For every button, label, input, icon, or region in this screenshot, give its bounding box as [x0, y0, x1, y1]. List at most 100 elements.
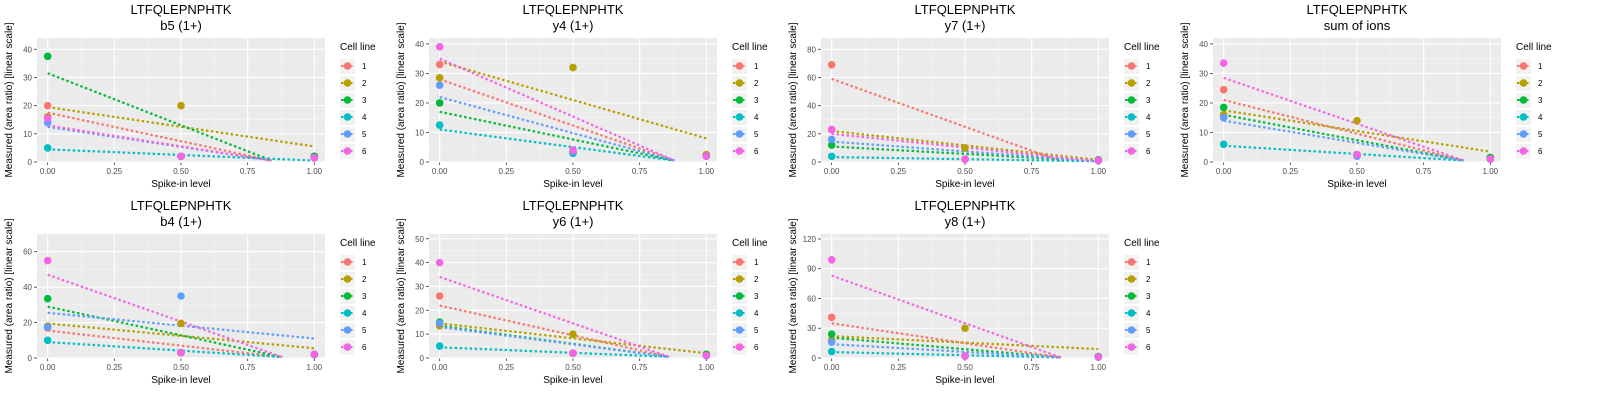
- data-point-5: [1219, 113, 1228, 122]
- x-tick-label: 0.00: [40, 167, 56, 176]
- y-tick-label: 0: [812, 158, 817, 167]
- y-tick-label: 20: [23, 319, 32, 328]
- legend-dot: [1127, 130, 1136, 138]
- legend-label: 3: [362, 292, 367, 301]
- x-tick-label: 1.00: [307, 363, 323, 372]
- legend-dot: [343, 96, 352, 104]
- legend-label: 6: [1538, 147, 1543, 156]
- legend-label: 2: [754, 79, 759, 88]
- data-point-6: [702, 152, 711, 160]
- x-tick-label: 0.75: [1024, 363, 1040, 372]
- legend-dot: [1127, 275, 1136, 283]
- legend-dot: [343, 147, 352, 155]
- legend-dot: [1519, 62, 1528, 70]
- data-point-6: [827, 125, 836, 134]
- fit-line-1: [439, 78, 675, 162]
- y-tick-label: 40: [23, 45, 32, 54]
- data-point-1: [827, 313, 836, 322]
- legend-dot: [1519, 130, 1528, 138]
- chart-subtitle: y8 (1+): [945, 214, 986, 229]
- y-tick-label: 10: [415, 128, 424, 137]
- x-tick-label: 0.75: [1416, 167, 1432, 176]
- chart-title: LTFQLEPNPHTK: [523, 198, 624, 213]
- x-tick-label: 0.50: [565, 167, 581, 176]
- legend-dot: [735, 258, 744, 266]
- data-point-2: [1353, 116, 1361, 125]
- legend-label: 6: [362, 147, 367, 156]
- x-tick-label: 0.75: [240, 167, 256, 176]
- data-point-2: [961, 324, 969, 333]
- x-tick-label: 0.00: [824, 167, 840, 176]
- data-point-4: [43, 336, 52, 345]
- legend-label: 5: [1146, 130, 1151, 139]
- y-tick-label: 0: [420, 158, 425, 167]
- legend-dot: [1127, 309, 1136, 317]
- x-tick-label: 0.00: [1216, 167, 1232, 176]
- x-axis-label: Spike-in level: [543, 375, 602, 386]
- data-point-6: [435, 258, 444, 267]
- legend-dot: [343, 79, 352, 87]
- x-tick-label: 0.50: [957, 363, 973, 372]
- x-tick-label: 0.00: [432, 363, 448, 372]
- chart-title: LTFQLEPNPHTK: [1307, 2, 1408, 17]
- fit-line-4: [47, 148, 315, 162]
- fit-line-6: [47, 273, 283, 359]
- fit-line-4: [831, 350, 1062, 359]
- legend-label: 1: [754, 258, 759, 267]
- legend-dot: [343, 343, 352, 351]
- legend-label: 4: [1538, 113, 1543, 122]
- x-axis-label: Spike-in level: [543, 179, 602, 190]
- legend-label: 1: [362, 258, 367, 267]
- data-point-4: [435, 121, 444, 129]
- legend-dot: [735, 292, 744, 300]
- y-tick-label: 0: [420, 354, 425, 363]
- data-point-3: [43, 294, 52, 303]
- legend-label: 5: [362, 326, 367, 335]
- data-point-4: [827, 347, 836, 356]
- fit-line-4: [831, 155, 1099, 163]
- x-tick-label: 0.50: [957, 167, 973, 176]
- fit-line-6: [1223, 76, 1465, 162]
- data-point-2: [569, 63, 577, 72]
- fit-line-4: [439, 346, 670, 358]
- legend-dot: [343, 326, 352, 334]
- legend-dot: [1127, 326, 1136, 334]
- chart-title: LTFQLEPNPHTK: [523, 2, 624, 17]
- x-axis-label: Spike-in level: [935, 179, 994, 190]
- legend-dot: [1127, 343, 1136, 351]
- data-point-6: [569, 349, 577, 358]
- y-axis-label: Measured (area ratio) [linear scale]: [1180, 22, 1191, 177]
- x-tick-label: 0.50: [173, 363, 189, 372]
- data-point-6: [1094, 353, 1103, 361]
- chart-subtitle: y6 (1+): [553, 214, 594, 229]
- data-point-4: [1219, 140, 1228, 149]
- data-point-2: [177, 101, 185, 110]
- legend-dot: [1519, 113, 1528, 121]
- legend-label: 3: [1146, 292, 1151, 301]
- data-point-3: [827, 330, 836, 338]
- x-axis-label: Spike-in level: [151, 179, 210, 190]
- y-tick-label: 20: [415, 306, 424, 315]
- x-tick-label: 0.00: [40, 363, 56, 372]
- legend-title: Cell line: [732, 42, 768, 53]
- y-axis-label: Measured (area ratio) [linear scale]: [4, 22, 15, 177]
- legend-dot: [1127, 113, 1136, 121]
- legend-dot: [735, 62, 744, 70]
- chart-title: LTFQLEPNPHTK: [131, 2, 232, 17]
- legend-label: 5: [754, 326, 759, 335]
- legend-label: 1: [1146, 62, 1151, 71]
- x-tick-label: 1.00: [307, 167, 323, 176]
- legend-label: 3: [754, 96, 759, 105]
- legend-title: Cell line: [340, 238, 376, 249]
- legend-label: 2: [754, 275, 759, 284]
- legend-dot: [1127, 258, 1136, 266]
- y-tick-label: 10: [23, 130, 32, 139]
- x-tick-label: 0.25: [499, 363, 515, 372]
- chart-subtitle: y4 (1+): [553, 18, 594, 33]
- data-point-6: [1353, 150, 1361, 159]
